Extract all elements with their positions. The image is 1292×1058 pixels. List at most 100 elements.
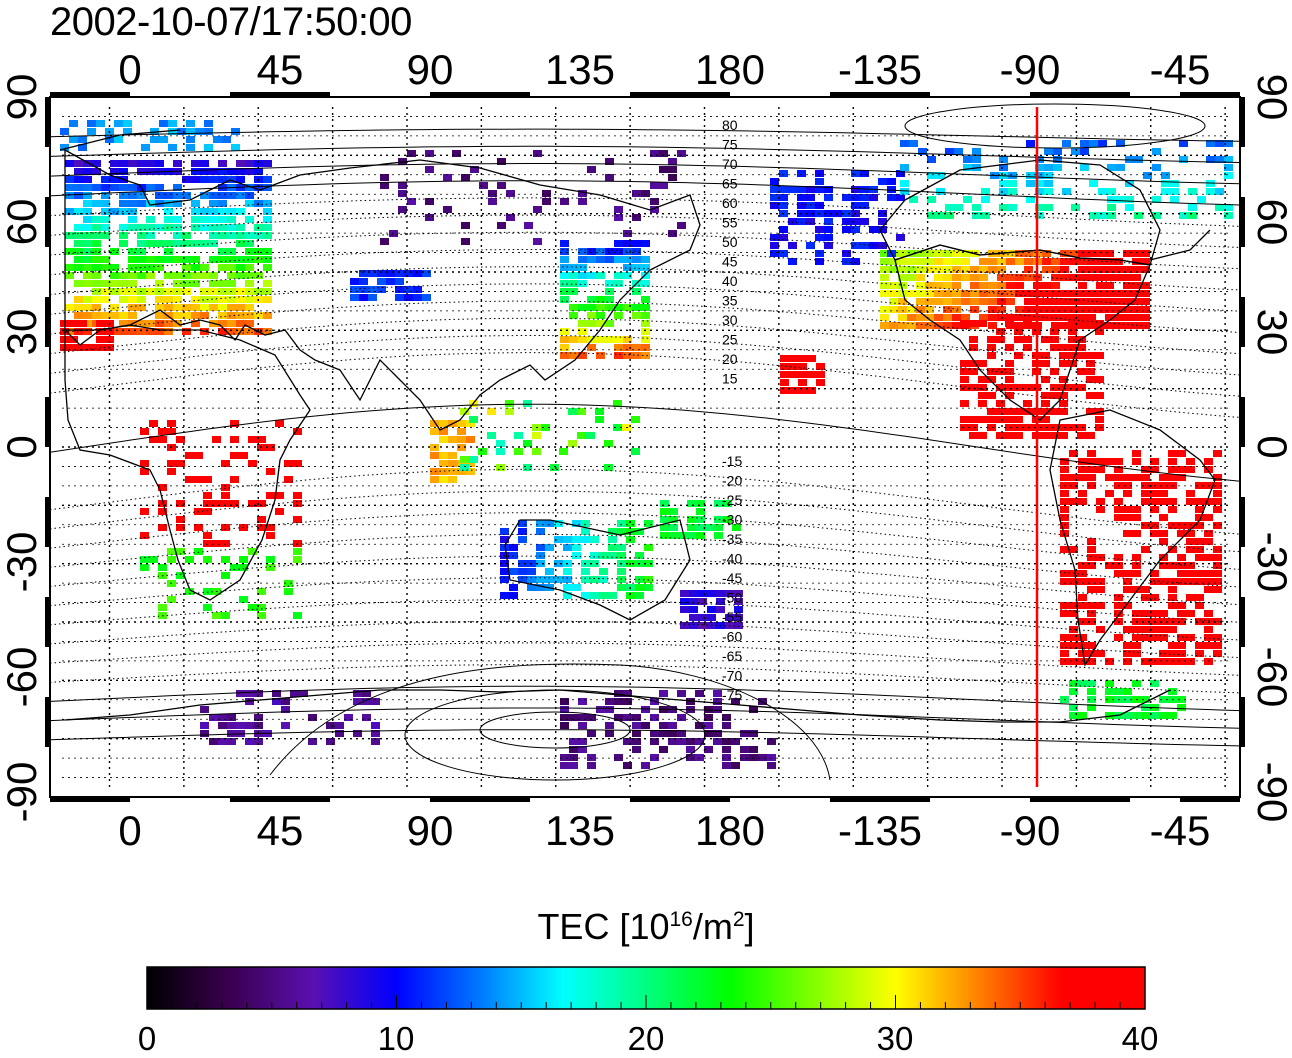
tec-cell <box>164 240 173 247</box>
tec-cell <box>1060 570 1069 577</box>
tec-cell <box>536 544 545 551</box>
tec-cell <box>128 248 137 255</box>
tec-cell <box>1059 432 1068 439</box>
tec-cell <box>1105 696 1114 703</box>
tec-cell <box>960 368 969 375</box>
tec-cell <box>1050 424 1059 431</box>
tec-cell <box>925 258 934 265</box>
colorbar-tick-label: 0 <box>137 1020 157 1057</box>
tec-cell <box>461 222 470 229</box>
tec-cell <box>496 464 505 471</box>
tec-cell <box>221 556 230 563</box>
tec-cell <box>155 256 164 263</box>
tec-cell <box>997 298 1006 305</box>
tec-cell <box>1134 212 1143 219</box>
tec-cell <box>191 224 200 231</box>
top-lon-label: 0 <box>118 46 141 93</box>
tec-cell <box>816 379 825 386</box>
tec-cell <box>896 194 905 201</box>
tec-cell <box>970 274 979 281</box>
tec-cell <box>960 416 969 423</box>
tec-cell <box>943 266 952 273</box>
tec-cell <box>137 256 146 263</box>
tec-cell <box>155 192 164 199</box>
colorbar-title-prefix: TEC [10 <box>537 906 670 947</box>
tec-cell <box>644 544 653 551</box>
tec-cell <box>704 722 713 729</box>
tec-cell <box>1080 148 1089 155</box>
tec-cell <box>1123 290 1132 297</box>
tec-cell <box>1224 164 1233 171</box>
tec-cell <box>1150 610 1159 617</box>
tec-cell <box>479 182 488 189</box>
tec-cell <box>173 200 182 207</box>
tec-cell <box>668 158 677 165</box>
tec-cell <box>263 200 272 207</box>
tec-cell <box>1087 298 1096 305</box>
tec-cell <box>578 304 587 311</box>
tec-cell <box>230 452 239 459</box>
tec-cell <box>487 408 496 415</box>
tec-cell <box>1132 474 1141 481</box>
tec-cell <box>69 320 78 327</box>
contour-label: -40 <box>722 551 742 567</box>
tec-cell <box>987 416 996 423</box>
tec-cell <box>1206 156 1215 163</box>
tec-cell <box>128 328 137 335</box>
tec-cell <box>1159 498 1168 505</box>
tec-cell <box>578 248 587 255</box>
contour-line <box>50 300 1240 355</box>
tec-cell <box>457 436 466 443</box>
contour-line <box>50 642 1240 676</box>
tec-cell <box>1068 320 1077 327</box>
tec-cell <box>979 314 988 321</box>
tec-cell <box>1005 320 1014 327</box>
tec-cell <box>605 706 614 713</box>
tec-cell <box>595 408 604 415</box>
tec-cell <box>587 256 596 263</box>
tec-cell <box>377 278 386 285</box>
frame-bar <box>230 796 330 802</box>
tec-cell <box>1123 586 1132 593</box>
tec-cell <box>1060 458 1069 465</box>
tec-cell <box>167 556 176 563</box>
tec-cell <box>425 166 434 173</box>
tec-cell <box>353 730 362 737</box>
tec-cell <box>1051 322 1060 329</box>
frame-bar <box>45 297 51 347</box>
tec-cell <box>898 314 907 321</box>
frame-bar <box>230 92 330 98</box>
tec-cell <box>254 256 263 263</box>
tec-cell <box>1150 594 1159 601</box>
tec-cell <box>1044 180 1053 187</box>
tec-cell <box>92 232 101 239</box>
tec-cell <box>1086 376 1095 383</box>
tec-cell <box>987 424 996 431</box>
tec-cell <box>155 328 164 335</box>
tec-cell <box>1098 140 1107 147</box>
tec-cell <box>194 548 203 555</box>
tec-cell <box>978 416 987 423</box>
contour-label: -35 <box>722 531 742 547</box>
tec-cell <box>1177 602 1186 609</box>
colorbar-ticks <box>171 995 1121 1009</box>
tec-cell <box>596 256 605 263</box>
tec-cell <box>587 344 596 351</box>
tec-cell <box>659 722 668 729</box>
tec-cell <box>191 296 200 303</box>
tec-cell <box>236 232 245 239</box>
tec-cell <box>146 168 155 175</box>
tec-cell <box>422 294 431 301</box>
tec-cell <box>1168 474 1177 481</box>
tec-cell <box>599 592 608 599</box>
tec-cell <box>164 272 173 279</box>
tec-cell <box>92 288 101 295</box>
tec-cell <box>714 516 723 523</box>
tec-cell <box>146 216 155 223</box>
tec-cell <box>689 590 698 597</box>
tec-cell <box>1069 712 1078 719</box>
tec-cell <box>641 280 650 287</box>
tec-cell <box>308 738 317 745</box>
tec-cell <box>695 690 704 697</box>
tec-cell <box>770 186 779 193</box>
